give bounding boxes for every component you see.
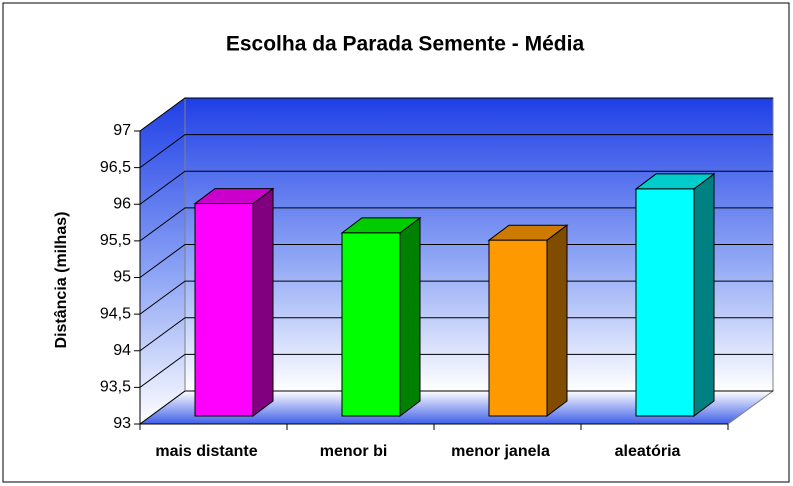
x-tick-label: menor bi <box>320 443 388 460</box>
bar <box>194 203 254 417</box>
bar-side <box>252 187 274 417</box>
bar-side <box>693 172 715 417</box>
bar <box>341 232 401 417</box>
y-tick-label: 93,5 <box>100 379 131 396</box>
y-tick-label: 96,5 <box>100 159 131 176</box>
grid-line <box>139 280 773 315</box>
y-tick-label: 94,5 <box>100 305 131 322</box>
y-axis-label: Distância (milhas) <box>53 212 70 349</box>
x-tick-label: aleatória <box>615 443 681 460</box>
grid-line <box>139 353 773 388</box>
grid-line <box>139 390 773 425</box>
y-tick-label: 93 <box>113 415 131 432</box>
grid-line <box>139 170 773 205</box>
bar-side <box>399 216 421 417</box>
grid-line <box>139 134 773 169</box>
grid-line <box>139 207 773 242</box>
y-tick-label: 97 <box>113 122 131 139</box>
bar <box>488 239 548 417</box>
y-tick-label: 94 <box>113 342 131 359</box>
x-tick-label: menor janela <box>451 443 550 460</box>
grid-line <box>139 244 773 278</box>
grid-line <box>139 97 773 132</box>
y-tick-label: 95,5 <box>100 232 131 249</box>
x-tick-label: mais distante <box>155 443 257 460</box>
chart-title: Escolha da Parada Semente - Média <box>226 33 585 56</box>
bar <box>635 188 695 417</box>
grid-line <box>139 317 773 352</box>
y-tick-label: 95 <box>113 269 131 286</box>
bar-side <box>546 224 568 417</box>
y-tick-label: 96 <box>113 195 131 212</box>
